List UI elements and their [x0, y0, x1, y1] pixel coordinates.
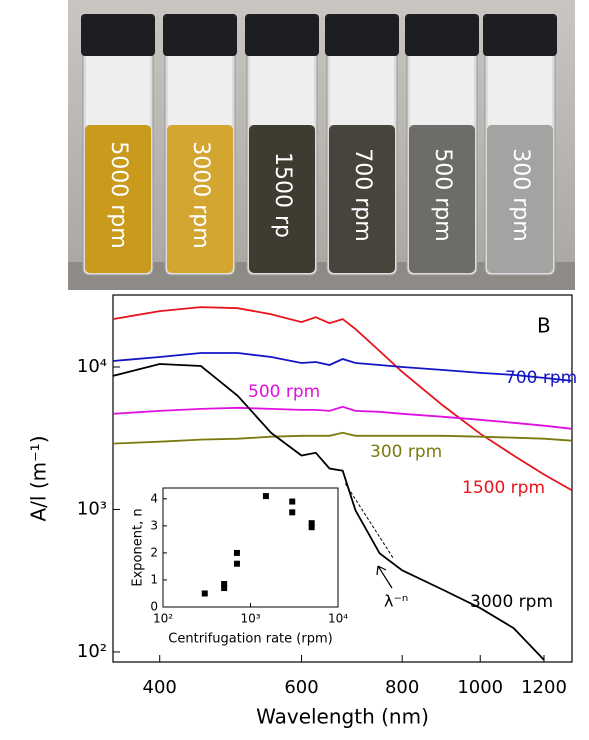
x-tick-label: 600 [284, 677, 318, 698]
series-line [112, 431, 573, 445]
annotation: λ⁻ⁿ [384, 592, 408, 611]
series-label: 300 rpm [370, 442, 442, 462]
vial-tissue [250, 55, 314, 125]
fit-line [344, 483, 394, 559]
vial-tissue [86, 55, 150, 125]
vial-tissue [168, 55, 232, 125]
plot: 400 600 800 1000 1200 10² 10³ 10⁴ Wavelength (nm… [27, 294, 577, 729]
point [221, 585, 228, 592]
point [289, 509, 296, 516]
vial-liquid [85, 125, 151, 273]
series-line [112, 306, 573, 492]
x-axis-label: Wavelength (nm) [256, 705, 429, 729]
annotation-arrow [376, 565, 393, 589]
vial-liquid [329, 125, 395, 273]
point [308, 524, 315, 531]
point [233, 560, 240, 567]
x-tick-label: 10⁴ [328, 612, 348, 626]
vial-cap [245, 14, 319, 56]
vial-label: 300 rpm [508, 148, 533, 241]
series-line [112, 363, 545, 661]
plot-frame [112, 294, 573, 663]
vial-tissue [488, 55, 552, 125]
y-tick-label: 0 [150, 600, 158, 614]
x-axis-label: Centrifugation rate (rpm) [168, 632, 332, 647]
series-label: 500 rpm [248, 382, 320, 402]
vial-liquid [409, 125, 475, 273]
y-axis-label: Exponent, n [131, 508, 146, 586]
x-tick-label: 1000 [457, 677, 503, 698]
vial-label: 3000 rpm [188, 141, 213, 248]
series-label: 1500 rpm [462, 478, 545, 498]
x-tick-label: 800 [385, 677, 419, 698]
vial-liquid [167, 125, 233, 273]
series-line [112, 405, 573, 430]
vial-cap [163, 14, 237, 56]
y-tick-label: 10³ [77, 498, 107, 519]
point [201, 590, 208, 597]
vial-label: 5000 rpm [106, 141, 131, 248]
point [233, 549, 240, 556]
vial-tissue [330, 55, 394, 125]
vial-tissue [410, 55, 474, 125]
vial-label: 500 rpm [430, 148, 455, 241]
vial-label: 700 rpm [350, 148, 375, 241]
panel-label: B [537, 314, 551, 338]
vial-cap [405, 14, 479, 56]
y-axis-label: A/l (m⁻¹) [27, 436, 51, 522]
point [308, 520, 315, 527]
point [221, 581, 228, 588]
y-tick-label: 10² [77, 641, 107, 662]
y-tick-label: 4 [150, 491, 158, 505]
vial-label: 1500 rp [270, 152, 295, 238]
vial-cap [81, 14, 155, 56]
vial-cap [325, 14, 399, 56]
y-tick-label: 3 [150, 518, 158, 532]
y-tick-label: 1 [150, 572, 158, 586]
x-tick-label: 400 [143, 677, 177, 698]
vial-liquid [487, 125, 553, 273]
series-label: 700 rpm [505, 368, 577, 388]
x-tick-label: 10³ [240, 612, 260, 626]
y-tick-label: 2 [150, 545, 158, 559]
y-tick-label: 10⁴ [77, 356, 107, 377]
series-line [112, 352, 573, 382]
vial-cap [483, 14, 557, 56]
vial-liquid [249, 125, 315, 273]
series-label: 3000 rpm [470, 592, 553, 612]
point [289, 498, 296, 505]
x-tick-label: 1200 [521, 677, 567, 698]
point [262, 493, 269, 500]
inset-frame [162, 487, 339, 608]
x-tick-label: 10² [153, 612, 173, 626]
